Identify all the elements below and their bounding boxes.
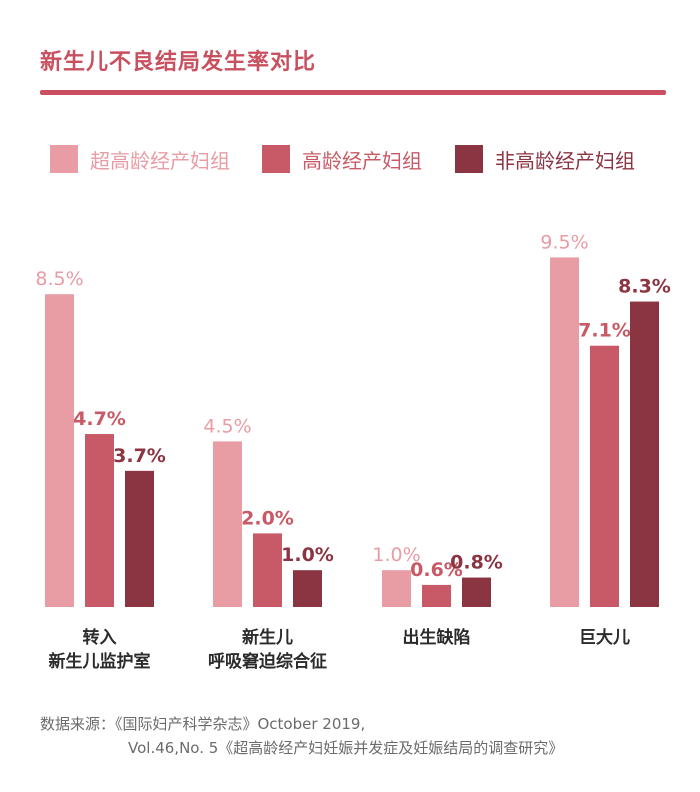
source-line-2: Vol.46,No. 5《超高龄经产妇妊娠并发症及妊娠结局的调查研究》 xyxy=(128,739,564,757)
category-label-transfer-nicu-line-1: 新生儿监护室 xyxy=(49,651,151,672)
legend-label-advanced: 高龄经产妇组 xyxy=(302,148,422,173)
data-label-birth-defect-series-1: 0.6% xyxy=(410,559,463,581)
bar-transfer-nicu-series-0 xyxy=(45,294,74,607)
data-label-nrds-series-0: 4.5% xyxy=(203,415,251,437)
bar-transfer-nicu-series-2 xyxy=(125,470,154,607)
category-label-birth-defect-line-0: 出生缺陷 xyxy=(403,627,471,648)
source-line-1: 数据来源：《国际妇产科学杂志》October 2019, xyxy=(40,715,366,733)
legend-label-non-advanced: 非高龄经产妇组 xyxy=(495,148,635,173)
bar-nrds-series-2 xyxy=(293,570,322,607)
data-label-transfer-nicu-series-1: 4.7% xyxy=(73,408,126,430)
data-label-macrosomia-series-2: 8.3% xyxy=(618,276,671,298)
title-underline xyxy=(40,90,666,95)
data-label-macrosomia-series-0: 9.5% xyxy=(540,231,588,253)
category-label-nrds-line-0: 新生儿 xyxy=(242,627,293,648)
data-label-transfer-nicu-series-0: 8.5% xyxy=(35,268,83,290)
bar-nrds-series-1 xyxy=(253,533,282,607)
bar-birth-defect-series-1 xyxy=(422,584,451,607)
data-label-macrosomia-series-1: 7.1% xyxy=(578,320,631,342)
legend-swatch-advanced xyxy=(262,145,290,173)
source-note: 数据来源：《国际妇产科学杂志》October 2019, Vol.46,No. … xyxy=(40,712,563,760)
category-label-macrosomia-line-0: 巨大儿 xyxy=(579,627,630,648)
data-label-nrds-series-2: 1.0% xyxy=(281,544,334,566)
legend-item-non-advanced: 非高龄经产妇组 xyxy=(455,145,635,173)
data-label-birth-defect-series-0: 1.0% xyxy=(372,544,420,566)
chart-title: 新生儿不良结局发生率对比 xyxy=(40,50,317,75)
bar-macrosomia-series-2 xyxy=(630,301,659,607)
bar-macrosomia-series-1 xyxy=(590,345,619,607)
data-label-birth-defect-series-2: 0.8% xyxy=(450,552,503,574)
bar-birth-defect-series-0 xyxy=(382,570,411,607)
bar-macrosomia-series-0 xyxy=(550,257,579,607)
data-label-transfer-nicu-series-2: 3.7% xyxy=(113,445,166,467)
bar-nrds-series-0 xyxy=(213,441,242,607)
category-label-nrds-line-1: 呼吸窘迫综合征 xyxy=(208,651,327,672)
legend-item-super-advanced: 超高龄经产妇组 xyxy=(50,145,230,173)
data-label-nrds-series-1: 2.0% xyxy=(241,507,294,529)
legend-item-advanced: 高龄经产妇组 xyxy=(262,145,422,173)
legend-label-super-advanced: 超高龄经产妇组 xyxy=(90,148,230,173)
category-label-transfer-nicu-line-0: 转入 xyxy=(83,627,117,648)
legend-swatch-super-advanced xyxy=(50,145,78,173)
bar-birth-defect-series-2 xyxy=(462,577,491,607)
bar-transfer-nicu-series-1 xyxy=(85,434,114,607)
legend-swatch-non-advanced xyxy=(455,145,483,173)
